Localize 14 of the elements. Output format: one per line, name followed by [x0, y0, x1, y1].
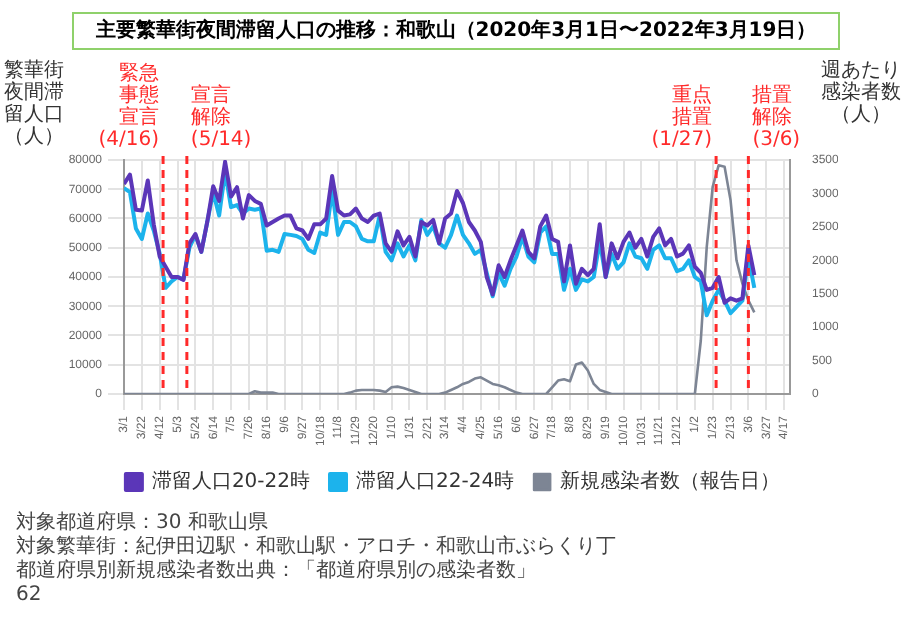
ref-line-label: 宣言解除(5/14)	[190, 83, 252, 152]
legend-label: 滞留人口22-24時	[356, 469, 515, 494]
y2-axis-title: 週あたり感染者数（人）	[820, 60, 902, 126]
ref-line-label: 緊急事態宣言(4/16)	[98, 61, 160, 152]
chart-title: 主要繁華街夜間滞留人口の推移：和歌山（2020年3月1日〜2022年3月19日）	[72, 12, 840, 50]
legend-label: 新規感染者数（報告日）	[560, 469, 781, 494]
y-axis-title: 繁華街夜間滞留人口（人）	[4, 60, 66, 148]
text: 都道府県別新規感染者数出典：「都道府県別の感染者数」	[16, 560, 538, 584]
text: 対象都道府県：30 和歌山県	[16, 512, 270, 535]
ref-line-label: 重点措置(1/27)	[651, 83, 713, 152]
legend-label: 滞留人口20-22時	[151, 469, 311, 494]
text: 62	[16, 584, 44, 608]
ref-line-label: 措置解除(3/6)	[752, 83, 801, 152]
text: 対象繁華街：紀伊田辺駅・和歌山駅・アロチ・和歌山市ぶらくり丁	[16, 536, 616, 559]
